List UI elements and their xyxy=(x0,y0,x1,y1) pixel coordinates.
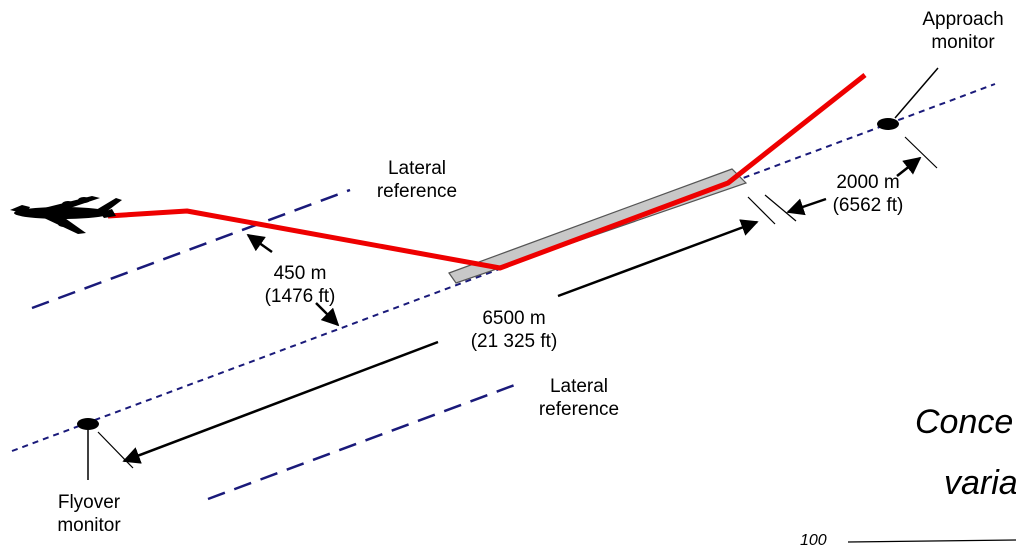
runway-distance-label: 6500 m (21 325 ft) xyxy=(449,307,579,353)
runway-distance-metric: 6500 m xyxy=(482,308,546,329)
approach-monitor-label-line2: monitor xyxy=(931,32,995,53)
lateral-distance-label: 450 m (1476 ft) xyxy=(246,262,354,308)
runway-distance-tick-left xyxy=(97,431,134,469)
lateral-distance-arrow-bottom xyxy=(315,302,340,327)
approach-monitor-icon xyxy=(877,118,899,130)
runway xyxy=(448,168,748,284)
flight-path xyxy=(107,73,867,271)
lateral-reference-upper-line2: reference xyxy=(376,181,458,202)
approach-distance-tick-left xyxy=(764,194,797,222)
lateral-reference-line-lower xyxy=(207,381,521,501)
approach-monitor-label-line1: Approach xyxy=(922,9,1004,30)
approach-distance-label: 2000 m (6562 ft) xyxy=(814,171,922,217)
centerline-reference xyxy=(11,83,996,452)
lateral-reference-lower-line1: Lateral xyxy=(549,376,609,397)
lateral-distance-arrow-top xyxy=(246,233,273,254)
approach-distance-tick-right xyxy=(904,136,938,169)
approach-monitor-leader xyxy=(894,67,939,119)
airplane-icon xyxy=(10,196,122,234)
lateral-reference-label-upper: Lateral reference xyxy=(358,157,476,203)
runway-distance-arrow-right xyxy=(557,219,759,298)
runway-distance-imperial: (21 325 ft) xyxy=(470,331,558,352)
lateral-reference-lower-line2: reference xyxy=(538,399,620,420)
approach-distance-metric: 2000 m xyxy=(836,172,900,193)
cut-off-axis-tick: 100 xyxy=(800,532,827,549)
lateral-reference-label-lower: Lateral reference xyxy=(520,375,638,421)
flyover-monitor-label-line1: Flyover xyxy=(57,492,121,513)
runway-distance-arrow-left xyxy=(122,340,439,464)
approach-distance-arrow-left xyxy=(786,197,827,216)
flyover-monitor-label-line2: monitor xyxy=(57,515,121,536)
flyover-monitor-label: Flyover monitor xyxy=(34,491,144,537)
runway-distance-tick-right xyxy=(747,196,776,225)
lateral-distance-imperial: (1476 ft) xyxy=(264,286,336,307)
approach-distance-imperial: (6562 ft) xyxy=(832,195,904,216)
cut-off-title-line1: Conce xyxy=(915,403,1014,441)
lateral-reference-line-upper xyxy=(31,188,351,310)
flyover-monitor-icon xyxy=(77,418,99,430)
lateral-distance-metric: 450 m xyxy=(273,263,327,284)
approach-monitor-label: Approach monitor xyxy=(908,8,1016,54)
axis-top-line xyxy=(847,539,1016,543)
cut-off-title-line2: varia xyxy=(944,464,1016,502)
approach-distance-arrow-right xyxy=(896,156,922,177)
lateral-reference-upper-line1: Lateral xyxy=(387,158,447,179)
